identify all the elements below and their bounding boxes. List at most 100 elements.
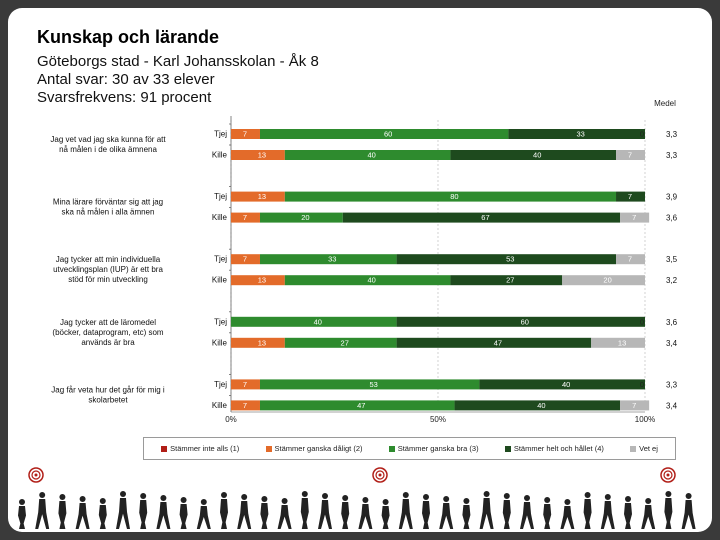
bar-segment-4 (396, 337, 592, 348)
legend-item: Stämmer ganska dåligt (2) (265, 444, 363, 453)
bar-value-label: 60 (521, 317, 529, 326)
legend-label: Stämmer ganska dåligt (2) (274, 444, 363, 453)
person-figure-icon (156, 495, 171, 529)
target-center (378, 473, 382, 477)
person-figure-icon (58, 494, 67, 529)
mean-value: 3,3 (666, 380, 678, 389)
bar-value-label: 13 (618, 338, 626, 347)
group-label-kille: Kille (212, 151, 228, 160)
chart-legend: Stämmer inte alls (1) Stämmer ganska dåli… (143, 437, 676, 460)
x-tick-label: 50% (430, 415, 446, 424)
subtitle-school: Göteborgs stad - Karl Johansskolan - Åk … (37, 53, 319, 70)
bar-segment-2 (231, 400, 260, 411)
person-figure-icon (439, 496, 454, 529)
person-figure-icon (98, 498, 107, 529)
person-figure-icon (543, 497, 552, 529)
bar-value-label: 7 (628, 255, 632, 264)
bar-segment-2 (231, 337, 285, 348)
bar-segment-4 (396, 254, 617, 265)
bar-segment-3 (259, 254, 397, 265)
bar-segment-2 (231, 212, 260, 223)
person-figure-icon (600, 494, 615, 529)
bar-segment-2 (231, 129, 260, 139)
bar-segment-3 (284, 337, 397, 348)
mean-value: 3,4 (666, 339, 678, 348)
group-label-tjej: Tjej (214, 380, 227, 389)
bar-value-label: 7 (628, 151, 632, 160)
person-figure-icon (237, 494, 252, 529)
bar-value-label: 7 (632, 213, 636, 222)
person-figure-icon (300, 491, 309, 529)
target-center (34, 473, 38, 477)
bar-segment-2 (231, 275, 285, 286)
bar-value-label: 60 (384, 130, 392, 139)
bar-value-label: 7 (632, 401, 636, 410)
bar-value-label: 13 (258, 338, 266, 347)
bar-segment-5 (562, 275, 645, 286)
bar-segment-5 (616, 254, 645, 265)
bar-segment-3 (259, 129, 509, 139)
bar-segment-2 (231, 191, 285, 202)
bar-value-label: 80 (450, 192, 458, 201)
bar-value-label: 7 (628, 192, 632, 201)
bar-segment-3 (259, 212, 343, 223)
legend-swatch (388, 445, 395, 452)
legend-item: Stämmer helt och hållet (4) (504, 444, 604, 453)
question-text: Jag får veta hur det går för mig i (51, 385, 165, 394)
x-tick-label: 100% (635, 415, 655, 424)
bar-value-label: 20 (603, 276, 611, 285)
person-figure-icon (196, 499, 211, 529)
person-figure-icon (260, 496, 269, 529)
bar-value-label: 7 (243, 255, 247, 264)
legend-swatch (630, 445, 637, 452)
bar-segment-2 (231, 254, 260, 265)
bar-segment-3 (259, 400, 455, 411)
legend-label: Stämmer helt och hållet (4) (513, 444, 604, 453)
mean-header: Medel (654, 99, 676, 108)
bar-value-label: 13 (258, 151, 266, 160)
question-text: Jag tycker att de läromedel (60, 318, 156, 327)
bar-value-label: 40 (367, 151, 375, 160)
bar-segment-4 (454, 400, 621, 411)
person-figure-icon (318, 493, 332, 529)
bar-segment-4 (616, 191, 645, 202)
bar-value-label: 7 (243, 213, 247, 222)
page-title: Kunskap och lärande (37, 27, 220, 47)
mean-value: 3,9 (666, 193, 678, 202)
bar-value-label: 13 (258, 192, 266, 201)
bar-segment-5 (591, 337, 645, 348)
person-figure-icon (583, 492, 592, 529)
question-text: ska nå målen i alla ämnen (62, 208, 155, 217)
stacked-bar-chart: 0% 50% 100% Medel Jag vet vad jag ska kunna … (50, 99, 678, 424)
bar-value-label: 0 (640, 317, 644, 326)
bar-value-label: 33 (577, 130, 585, 139)
bar-segment-2 (231, 379, 260, 390)
bar-value-label: 7 (243, 130, 247, 139)
mean-value: 3,5 (666, 255, 678, 264)
legend-label: Stämmer inte alls (1) (170, 444, 240, 453)
mean-value: 3,6 (666, 214, 678, 223)
bar-segment-5 (620, 212, 650, 223)
group-label-kille: Kille (212, 276, 228, 285)
target-ring (375, 470, 385, 480)
person-figure-icon (479, 491, 494, 529)
person-figure-icon (641, 498, 656, 529)
mean-value: 3,6 (666, 318, 678, 327)
slide: Kunskap och lärande Göteborgs stad - Kar… (8, 8, 712, 532)
bar-value-label: 27 (506, 276, 514, 285)
bar-value-label: 0 (640, 130, 644, 139)
bar-segment-4 (450, 275, 563, 286)
legend-item: Stämmer ganska bra (3) (388, 444, 479, 453)
bar-value-label: 40 (562, 380, 570, 389)
bar-segment-3 (231, 316, 397, 327)
bar-segment-4 (342, 212, 621, 223)
person-figure-icon (179, 497, 188, 529)
mean-value: 3,3 (666, 151, 678, 160)
person-figure-icon (139, 493, 148, 529)
bar-segment-3 (284, 150, 451, 160)
group-label-tjej: Tjej (214, 192, 227, 201)
target-ring (31, 470, 41, 480)
person-figure-icon (277, 498, 292, 529)
bar-segment-5 (620, 400, 650, 411)
bar-segment-3 (259, 379, 480, 390)
